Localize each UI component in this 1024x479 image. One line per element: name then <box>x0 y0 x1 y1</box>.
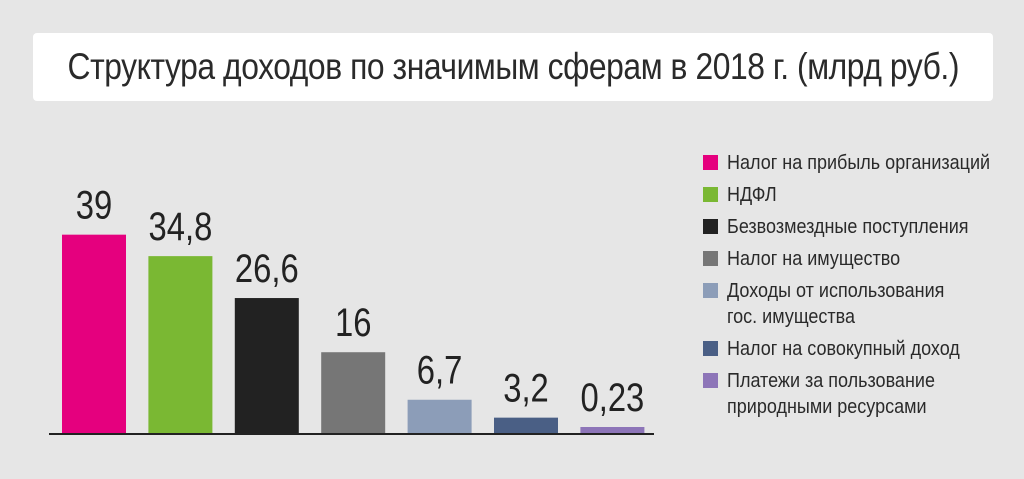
bar-value-label-3: 26,6 <box>235 246 299 291</box>
legend-item-4: Налог на имущество <box>703 246 1013 272</box>
bars-group: 39 34,8 26,6 16 6,7 3,2 0,23 <box>62 183 645 434</box>
title-box: Структура доходов по значимым сферам в 2… <box>33 33 993 101</box>
legend-label-line: НДФЛ <box>727 184 777 206</box>
legend-label-line: Налог на имущество <box>727 248 901 270</box>
bar-3 <box>234 298 299 434</box>
legend-item-7: Платежи за пользование природными ресурса… <box>703 368 1013 420</box>
legend: Налог на прибыль организаций НДФЛ Безвозме… <box>703 150 1013 426</box>
legend-label-4: Налог на имущество <box>727 246 900 272</box>
legend-item-1: Налог на прибыль организаций <box>703 150 1013 176</box>
legend-label-1: Налог на прибыль организаций <box>727 150 990 176</box>
bar-value-label-7: 0,23 <box>580 375 644 420</box>
legend-swatch-4 <box>703 251 718 266</box>
bar-value-label-4: 16 <box>335 300 371 345</box>
legend-label-line: природными ресурсами <box>727 396 927 418</box>
legend-swatch-3 <box>703 219 718 234</box>
legend-label-line: гос. имущества <box>727 306 856 328</box>
legend-item-2: НДФЛ <box>703 182 1013 208</box>
legend-label-line: Безвозмездные поступления <box>727 216 969 238</box>
bar-4 <box>321 352 386 434</box>
bar-2 <box>148 256 213 434</box>
chart-title: Структура доходов по значимым сферам в 2… <box>67 46 959 87</box>
legend-label-2: НДФЛ <box>727 182 777 208</box>
bar-value-label-1: 39 <box>76 183 112 228</box>
legend-swatch-1 <box>703 155 718 170</box>
legend-label-line: Доходы от использования <box>727 280 945 302</box>
legend-swatch-6 <box>703 341 718 356</box>
bar-7 <box>580 427 645 434</box>
legend-label-7: Платежи за пользование природными ресурса… <box>727 368 935 420</box>
legend-label-line: Платежи за пользование <box>727 370 935 392</box>
legend-label-line: Налог на совокупный доход <box>727 338 960 360</box>
bar-1 <box>62 234 126 434</box>
legend-item-3: Безвозмездные поступления <box>703 214 1013 240</box>
bar-value-label-6: 3,2 <box>503 366 549 411</box>
bar-value-label-5: 6,7 <box>417 348 463 393</box>
legend-label-3: Безвозмездные поступления <box>727 214 969 240</box>
legend-swatch-2 <box>703 187 718 202</box>
legend-swatch-5 <box>703 283 718 298</box>
legend-item-5: Доходы от использования гос. имущества <box>703 278 1013 330</box>
bar-value-label-2: 34,8 <box>148 204 212 249</box>
bar-5 <box>407 399 472 434</box>
legend-item-6: Налог на совокупный доход <box>703 336 1013 362</box>
bar-6 <box>494 417 558 434</box>
legend-swatch-7 <box>703 373 718 388</box>
legend-label-line: Налог на прибыль организаций <box>727 152 991 174</box>
legend-label-5: Доходы от использования гос. имущества <box>727 278 944 330</box>
legend-label-6: Налог на совокупный доход <box>727 336 960 362</box>
